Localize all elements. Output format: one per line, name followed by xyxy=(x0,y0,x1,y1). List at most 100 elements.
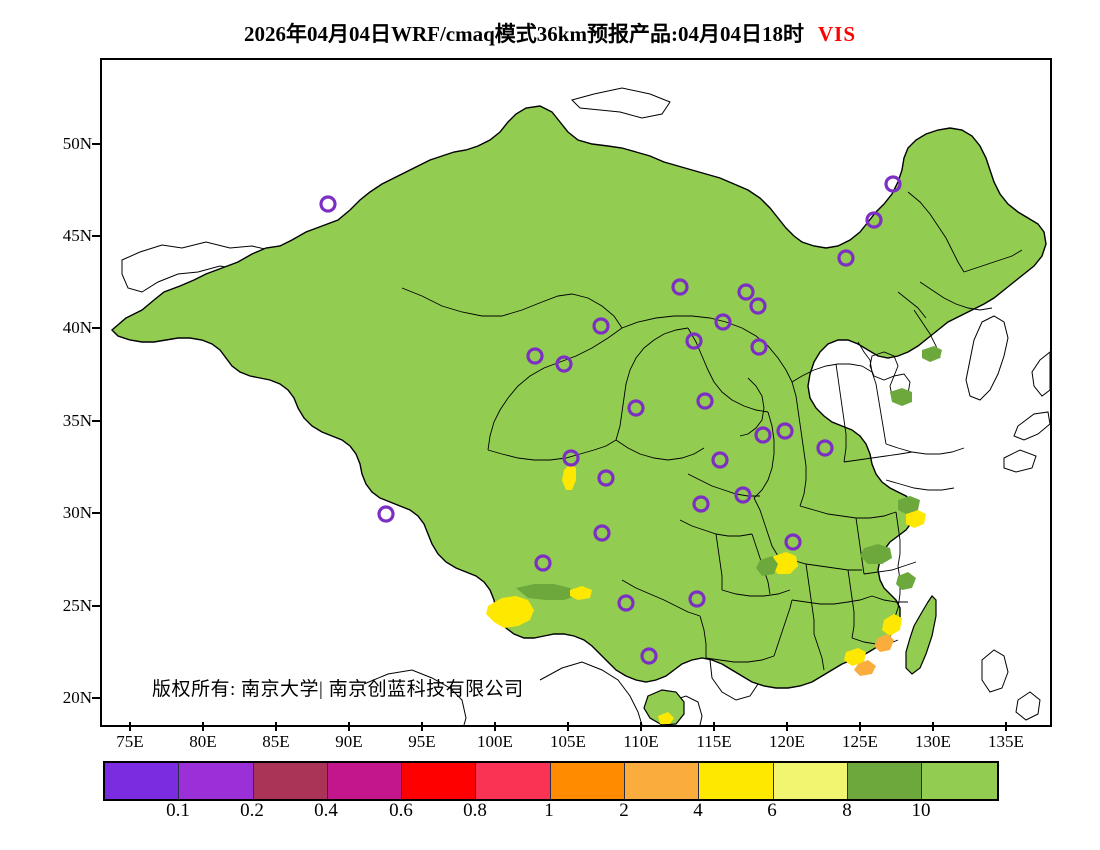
y-tick-mark-30N xyxy=(92,512,101,514)
colorbar-label-0_1: 0.1 xyxy=(166,800,190,821)
patch-fujian-coast-2 xyxy=(874,634,894,652)
colorbar-label-1: 1 xyxy=(544,800,554,821)
patch-zhejiang xyxy=(896,572,916,590)
patch-hunan-green xyxy=(756,556,778,576)
station-marker-changchun xyxy=(865,211,883,229)
colorbar-cell-1[interactable] xyxy=(179,763,254,799)
x-tick-label-125E: 125E xyxy=(842,732,878,751)
station-marker-zhengzhou xyxy=(696,392,714,410)
station-marker-hohhot xyxy=(671,278,689,296)
x-tick-mark-95E xyxy=(421,722,423,731)
x-tick-label-105E: 105E xyxy=(550,732,586,751)
station-markers[interactable] xyxy=(319,175,902,665)
map-plot-area[interactable] xyxy=(100,58,1052,727)
y-tick-mark-50N xyxy=(92,143,101,145)
patch-fujian-coast xyxy=(882,614,902,636)
x-tick-mark-135E xyxy=(1005,722,1007,731)
colorbar-label-4: 4 xyxy=(693,800,703,821)
colorbar-cell-6[interactable] xyxy=(550,763,626,799)
y-tick-label-40N: 40N xyxy=(62,318,92,337)
colorbar-cell-2[interactable] xyxy=(253,763,328,799)
station-marker-haikou xyxy=(640,647,658,665)
colorbar-cell-9[interactable] xyxy=(773,763,848,799)
station-marker-nanchang xyxy=(734,486,752,504)
x-tick-label-110E: 110E xyxy=(623,732,659,751)
colorbar-labels: 0.1 0.2 0.4 0.6 0.8 1 2 4 6 8 10 xyxy=(0,800,1100,826)
patch-hebei xyxy=(890,388,912,406)
x-tick-label-75E: 75E xyxy=(116,732,144,751)
x-tick-label-80E: 80E xyxy=(189,732,217,751)
visibility-patches xyxy=(486,346,942,724)
station-marker-lhasa xyxy=(377,505,395,523)
station-marker-tianjin xyxy=(749,297,767,315)
x-tick-mark-110E xyxy=(640,722,642,731)
colorbar-cell-7[interactable] xyxy=(625,763,700,799)
colorbar-label-0_8: 0.8 xyxy=(463,800,487,821)
station-marker-chongqing xyxy=(597,469,615,487)
patch-guangdong-coast-2 xyxy=(854,660,876,676)
y-tick-label-45N: 45N xyxy=(62,226,92,245)
y-tick-mark-45N xyxy=(92,235,101,237)
station-marker-nanjing xyxy=(776,422,794,440)
hainan-island xyxy=(643,689,685,725)
station-marker-guiyang xyxy=(593,524,611,542)
station-marker-shijiazhuang xyxy=(714,313,732,331)
x-tick-mark-130E xyxy=(932,722,934,731)
station-marker-nanning xyxy=(617,594,635,612)
patch-hunan xyxy=(770,552,798,574)
patch-hainan xyxy=(658,712,674,724)
colorbar-cell-4[interactable] xyxy=(402,763,477,799)
china-landmass xyxy=(110,105,1047,725)
copyright-text: 版权所有: 南京大学| 南京创蓝科技有限公司 xyxy=(152,679,524,700)
station-marker-taiyuan xyxy=(685,332,703,350)
station-marker-jinan xyxy=(750,338,768,356)
station-marker-hefei xyxy=(754,426,772,444)
station-marker-shenyang xyxy=(837,249,855,267)
x-tick-label-120E: 120E xyxy=(769,732,805,751)
y-tick-mark-35N xyxy=(92,420,101,422)
station-marker-kunming xyxy=(534,554,552,572)
x-tick-mark-115E xyxy=(713,722,715,731)
x-tick-mark-75E xyxy=(129,722,131,731)
y-tick-label-50N: 50N xyxy=(62,134,92,153)
y-tick-label-35N: 35N xyxy=(62,411,92,430)
station-marker-guangzhou xyxy=(688,590,706,608)
x-tick-mark-120E xyxy=(786,722,788,731)
station-marker-fuzhou xyxy=(784,533,802,551)
china-map-svg[interactable] xyxy=(102,60,1050,725)
x-tick-mark-85E xyxy=(275,722,277,731)
station-marker-shanghai xyxy=(816,439,834,457)
y-tick-mark-25N xyxy=(92,605,101,607)
patch-anhui xyxy=(860,544,892,564)
y-tick-label-30N: 30N xyxy=(62,503,92,522)
vis-colorbar[interactable] xyxy=(103,761,999,801)
neighbor-coastlines xyxy=(121,87,1050,725)
x-tick-label-85E: 85E xyxy=(262,732,290,751)
y-tick-mark-20N xyxy=(92,697,101,699)
station-marker-xian xyxy=(627,399,645,417)
patch-guangdong-coast xyxy=(844,648,866,666)
patch-sichuan xyxy=(562,464,576,490)
colorbar-cell-5[interactable] xyxy=(476,763,551,799)
station-marker-beijing xyxy=(737,283,755,301)
colorbar-cell-10[interactable] xyxy=(847,763,923,799)
y-tick-label-20N: 20N xyxy=(62,688,92,707)
title-text: 2026年04月04日WRF/cmaq模式36km预报产品:04月04日18时 xyxy=(243,22,804,46)
colorbar-cell-0[interactable] xyxy=(105,763,180,799)
colorbar-label-2: 2 xyxy=(619,800,629,821)
station-marker-changsha xyxy=(692,495,710,513)
x-tick-label-100E: 100E xyxy=(477,732,513,751)
x-tick-mark-90E xyxy=(348,722,350,731)
colorbar-label-0_4: 0.4 xyxy=(314,800,338,821)
x-tick-mark-125E xyxy=(859,722,861,731)
x-tick-label-130E: 130E xyxy=(915,732,951,751)
taiwan-island xyxy=(905,595,937,675)
colorbar-cell-3[interactable] xyxy=(327,763,403,799)
station-marker-lanzhou xyxy=(555,355,573,373)
station-marker-wuhan xyxy=(711,451,729,469)
y-tick-mark-40N xyxy=(92,327,101,329)
station-marker-urumqi xyxy=(319,195,337,213)
colorbar-cell-8[interactable] xyxy=(699,763,774,799)
colorbar-cell-11[interactable] xyxy=(922,763,997,799)
patch-tibet-yunnan-2 xyxy=(516,584,576,600)
